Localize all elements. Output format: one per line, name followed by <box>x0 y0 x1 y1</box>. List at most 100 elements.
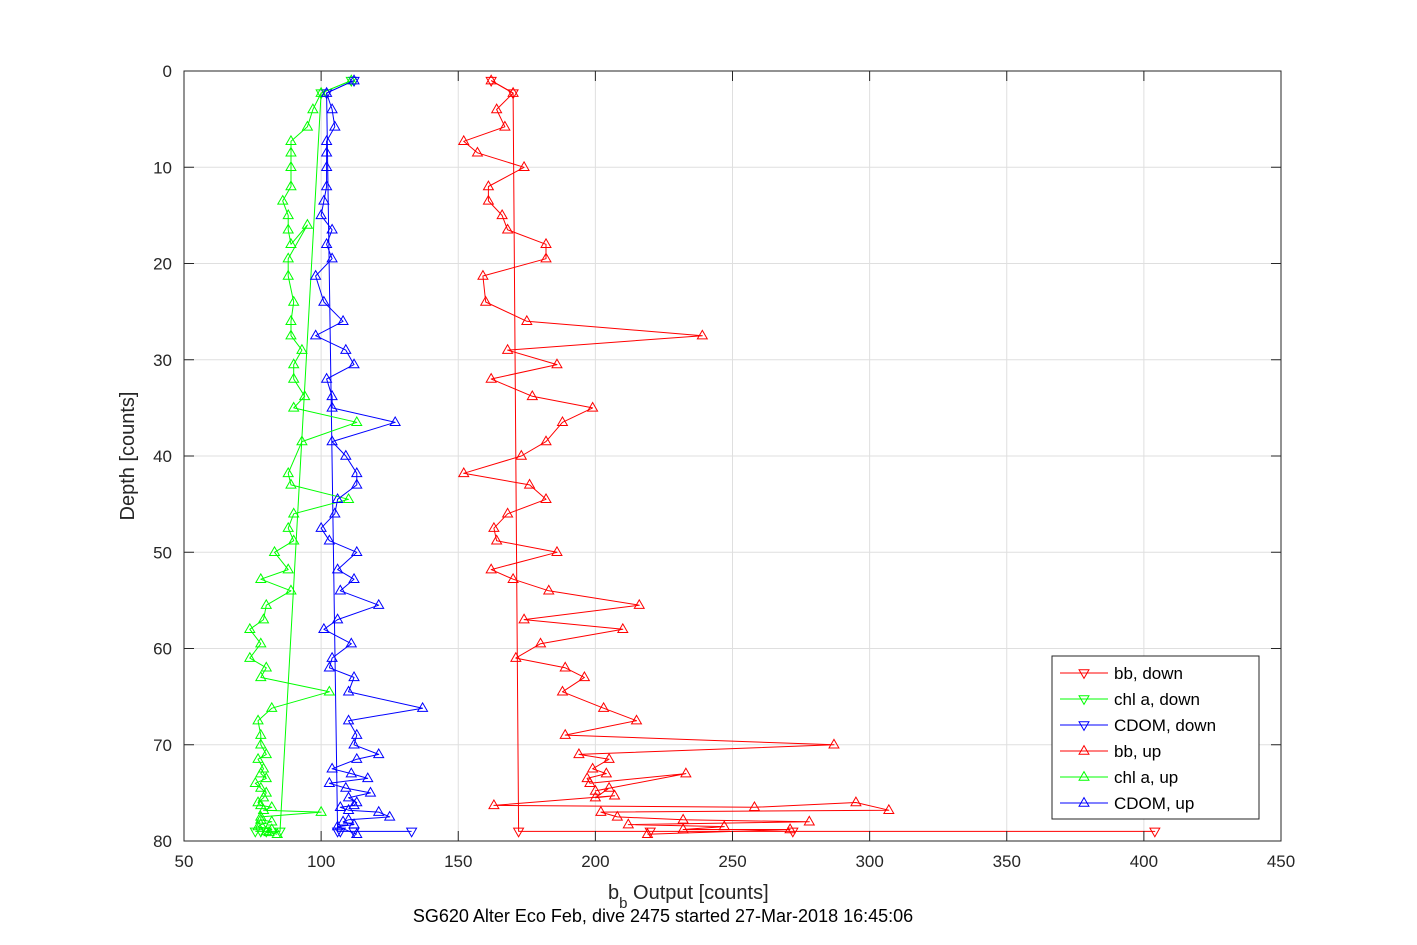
data-point <box>482 180 495 191</box>
data-point <box>350 728 363 739</box>
data-point <box>285 584 297 595</box>
data-point <box>282 252 295 263</box>
data-point <box>318 622 330 633</box>
y-tick-label: 30 <box>153 351 172 370</box>
data-point <box>296 343 308 354</box>
data-point <box>556 415 569 427</box>
data-point <box>603 781 615 792</box>
data-point <box>298 389 311 401</box>
data-point <box>611 810 624 821</box>
data-point <box>287 401 300 412</box>
data-point <box>416 701 429 712</box>
data-point <box>501 507 514 518</box>
data-point <box>339 343 352 354</box>
data-point <box>488 799 500 810</box>
x-tick-label: 300 <box>855 852 883 871</box>
data-point <box>485 563 497 574</box>
data-point <box>348 671 360 682</box>
data-point <box>584 776 596 787</box>
legend-marker <box>1078 796 1090 807</box>
data-point <box>600 767 613 778</box>
data-point <box>523 478 536 489</box>
data-point <box>540 237 552 248</box>
data-point <box>680 767 692 778</box>
x-axis-label-subscript: b <box>619 895 627 912</box>
data-point <box>254 637 267 648</box>
data-point <box>315 805 327 816</box>
data-point <box>285 160 297 171</box>
data-point <box>348 738 360 749</box>
x-tick-label: 350 <box>993 852 1021 871</box>
data-point <box>287 507 300 518</box>
data-point <box>285 237 297 248</box>
data-point <box>320 372 333 383</box>
x-axis-label: bb Output [counts] <box>608 882 769 912</box>
data-point <box>265 800 278 812</box>
data-point <box>622 818 635 829</box>
data-point <box>287 372 300 383</box>
legend-marker <box>1078 669 1090 680</box>
data-point <box>287 534 300 545</box>
data-point <box>488 521 500 532</box>
y-tick-label: 20 <box>153 255 172 274</box>
data-point <box>301 218 314 229</box>
data-point <box>540 435 552 446</box>
data-point <box>578 671 591 682</box>
data-point <box>586 762 599 773</box>
data-point <box>285 329 297 340</box>
legend-marker <box>1078 695 1090 706</box>
data-point <box>696 329 709 340</box>
data-point <box>540 492 552 504</box>
data-point <box>616 622 629 633</box>
data-point <box>350 752 363 763</box>
data-point <box>597 701 610 712</box>
data-point <box>507 572 519 583</box>
data-point <box>559 728 572 739</box>
legend-entry: CDOM, up <box>1060 794 1194 813</box>
series-3 <box>457 74 895 839</box>
legend-marker <box>1078 770 1090 781</box>
data-point <box>589 784 602 795</box>
x-tick-label: 450 <box>1267 852 1295 871</box>
data-point <box>282 563 295 574</box>
data-point <box>485 74 497 85</box>
data-point <box>540 252 552 263</box>
data-point <box>718 820 731 831</box>
data-point <box>318 194 330 205</box>
y-tick-label: 40 <box>153 447 172 466</box>
data-point <box>342 813 355 824</box>
data-point <box>490 103 503 114</box>
legend-entry: bb, down <box>1060 664 1183 683</box>
data-point <box>282 209 295 220</box>
data-point <box>551 358 563 369</box>
data-point <box>345 767 358 778</box>
y-axis-label: Depth [counts] <box>117 392 139 521</box>
data-point <box>534 637 547 648</box>
legend-entry: bb, up <box>1060 742 1161 761</box>
x-tick-label: 200 <box>581 852 609 871</box>
data-point <box>482 194 495 205</box>
data-point <box>526 389 539 401</box>
legend-label: chl a, down <box>1114 690 1200 709</box>
data-point <box>518 160 530 171</box>
data-point <box>603 752 615 763</box>
data-point <box>784 823 796 834</box>
data-point <box>350 478 363 489</box>
data-point <box>337 314 349 325</box>
data-point <box>323 661 336 672</box>
data-point <box>350 827 363 839</box>
data-point <box>337 815 349 826</box>
data-point <box>501 343 514 354</box>
data-point <box>265 701 278 712</box>
data-point <box>499 120 511 131</box>
legend-marker <box>1078 721 1090 732</box>
data-point <box>334 584 347 595</box>
data-point <box>254 818 267 829</box>
data-point <box>244 651 256 662</box>
data-point <box>334 800 347 812</box>
x-tick-label: 400 <box>1130 852 1158 871</box>
data-point <box>383 810 396 821</box>
data-point <box>309 329 322 340</box>
data-point <box>329 507 341 518</box>
